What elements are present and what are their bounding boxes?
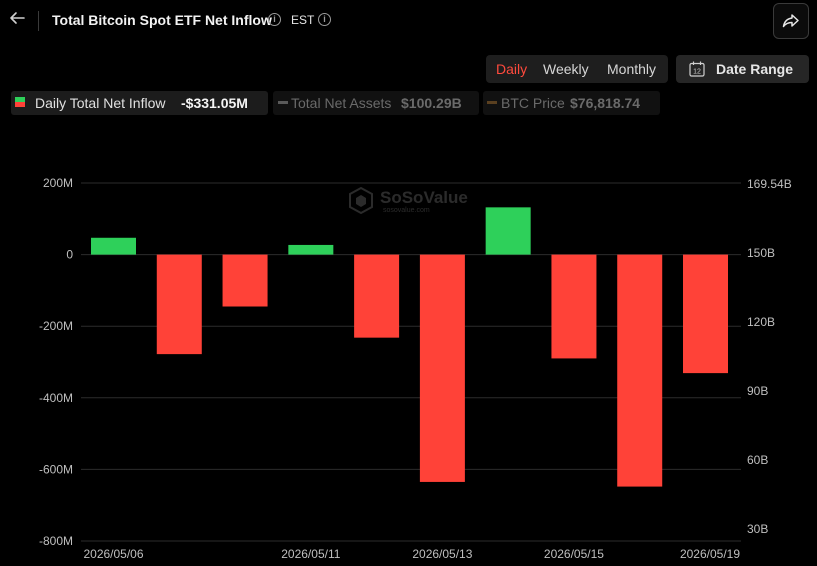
bar[interactable] <box>222 254 268 307</box>
date-range-button[interactable]: 12 Date Range <box>676 55 809 83</box>
period-toggle: Daily Weekly Monthly <box>486 55 668 83</box>
bar[interactable] <box>617 254 663 487</box>
share-icon <box>782 14 799 28</box>
y-right-tick-label: 120B <box>747 315 775 329</box>
y-right-tick-label: 60B <box>747 453 768 467</box>
page-title: Total Bitcoin Spot ETF Net Inflow <box>52 12 272 28</box>
legend-line-icon <box>487 101 497 104</box>
legend-btc-price[interactable]: BTC Price $76,818.74 <box>483 91 660 115</box>
share-button[interactable] <box>773 3 809 39</box>
legend-line-icon <box>278 101 288 104</box>
x-axis: 2026/05/06 2026/05/11 2026/05/13 2026/05/15… <box>83 547 740 561</box>
x-tick-label: 2026/05/19 <box>680 547 740 561</box>
legend-label: Total Net Assets <box>291 95 392 111</box>
svg-text:12: 12 <box>693 69 701 76</box>
tab-weekly[interactable]: Weekly <box>543 61 589 77</box>
header-divider <box>38 11 39 31</box>
bar[interactable] <box>156 254 202 355</box>
bar[interactable] <box>91 237 136 255</box>
y-axis-left: 200M 0 -200M -400M -600M -800M <box>39 176 73 548</box>
calendar-icon: 12 <box>689 61 705 77</box>
watermark: SoSoValue sosovalue.com <box>349 186 468 215</box>
legend-value: -$331.05M <box>181 95 248 111</box>
timezone-label: EST <box>291 13 315 27</box>
legend-total-net-assets[interactable]: Total Net Assets $100.29B <box>273 91 479 115</box>
bar[interactable] <box>288 244 334 255</box>
timezone-info-icon[interactable]: i <box>318 13 331 26</box>
tab-monthly[interactable]: Monthly <box>607 61 657 77</box>
bars <box>91 207 728 487</box>
legend-value: $76,818.74 <box>570 95 641 111</box>
x-tick-label: 2026/05/13 <box>412 547 472 561</box>
y-right-tick-label: 169.54B <box>747 177 792 191</box>
bar[interactable] <box>683 254 728 374</box>
date-range-label: Date Range <box>716 61 794 77</box>
y-right-tick-label: 150B <box>747 246 775 260</box>
watermark-logo-icon <box>349 186 373 215</box>
x-tick-label: 2026/05/06 <box>83 547 143 561</box>
legend-swatch-icon <box>15 97 25 107</box>
watermark-url: sosovalue.com <box>383 207 430 214</box>
header: Total Bitcoin Spot ETF Net Inflow i EST … <box>0 0 817 42</box>
y-tick-label: -600M <box>39 462 73 476</box>
y-tick-label: 200M <box>43 176 73 190</box>
bar[interactable] <box>551 254 597 359</box>
x-tick-label: 2026/05/11 <box>281 547 340 561</box>
y-tick-label: -400M <box>39 391 73 405</box>
bar[interactable] <box>354 254 400 338</box>
bar[interactable] <box>419 254 465 482</box>
legend-label: BTC Price <box>501 95 565 111</box>
y-tick-label: -200M <box>39 319 73 333</box>
y-tick-label: 0 <box>66 248 73 262</box>
y-axis-right: 169.54B 150B 120B 90B 60B 30B <box>747 177 792 536</box>
y-tick-label: -800M <box>39 534 73 548</box>
title-info-icon[interactable]: i <box>268 13 281 26</box>
y-right-tick-label: 90B <box>747 384 768 398</box>
bar[interactable] <box>485 207 531 255</box>
legend-daily-net-inflow[interactable]: Daily Total Net Inflow -$331.05M <box>11 91 268 115</box>
watermark-brand: SoSoValue <box>380 188 468 207</box>
x-tick-label: 2026/05/15 <box>544 547 604 561</box>
y-right-tick-label: 30B <box>747 522 768 536</box>
back-arrow-icon[interactable] <box>8 9 28 31</box>
legend-value: $100.29B <box>401 95 462 111</box>
tab-daily[interactable]: Daily <box>496 61 528 77</box>
legend-label: Daily Total Net Inflow <box>35 95 166 111</box>
